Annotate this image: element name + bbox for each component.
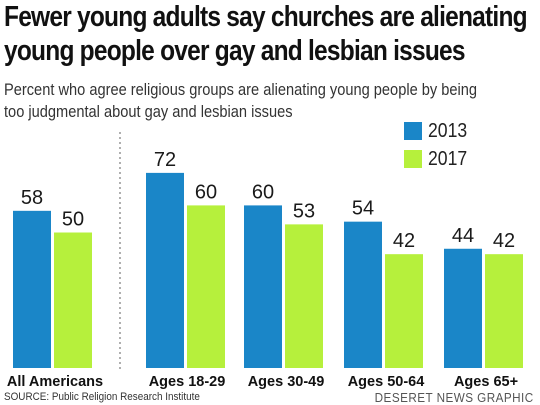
bar-2017-1 [187,205,225,368]
category-label-0: All Americans [7,374,103,390]
bar-2013-1 [146,172,184,368]
bar-2017-4 [485,254,523,368]
bar-2013-0 [13,210,51,368]
category-label-2: Ages 30-49 [248,374,325,390]
legend-label-2017: 2017 [428,147,468,170]
bar-2013-2 [244,205,282,368]
data-label-2017-3: 42 [393,230,415,252]
title-line-2: young people over gay and lesbian issues [4,35,466,67]
data-label-2013-2: 60 [252,181,274,203]
title-line-1: Fewer young adults say churches are alie… [4,1,528,33]
data-label-2013-1: 72 [154,149,176,171]
category-label-3: Ages 50-64 [348,374,425,390]
bar-2017-0 [54,232,92,368]
legend-label-2013: 2013 [428,119,468,142]
legend-swatch-2013 [404,122,422,140]
bar-2013-4 [444,248,482,368]
data-label-2013-3: 54 [352,198,374,220]
legend-item-2017: 2017 [404,145,473,173]
data-label-2017-4: 42 [493,230,515,252]
data-label-2017-2: 53 [293,200,315,222]
chart-title: Fewer young adults say churches are alie… [4,0,528,68]
category-label-1: Ages 18-29 [149,374,226,390]
data-label-2017-0: 50 [62,209,84,231]
bar-2013-3 [344,221,382,368]
bar-2017-3 [385,254,423,368]
data-label-2013-0: 58 [21,187,43,209]
data-label-2017-1: 60 [195,181,217,203]
source-note: SOURCE: Public Religion Research Institu… [4,391,200,403]
graphic-credit: DESERET NEWS GRAPHIC [375,390,534,405]
data-label-2013-4: 44 [452,225,474,247]
subtitle-line-2: too judgmental about gay and lesbian iss… [4,102,293,121]
category-label-4: Ages 65+ [454,374,518,390]
legend-swatch-2017 [404,150,422,168]
chart-subtitle: Percent who agree religious groups are a… [4,79,520,123]
bar-2017-2 [285,224,323,368]
subtitle-line-1: Percent who agree religious groups are a… [4,80,478,99]
chart-legend: 2013 2017 [404,117,473,173]
legend-item-2013: 2013 [404,117,473,145]
